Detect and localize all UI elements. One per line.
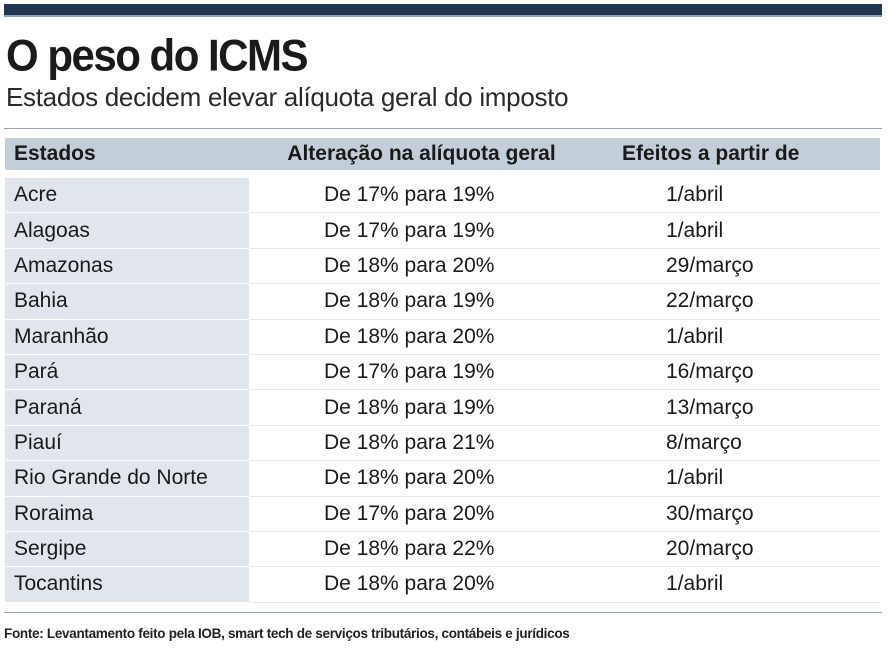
table-cell: Pará: [5, 354, 249, 391]
table-cell: 29/março: [594, 248, 880, 285]
table-cell: Paraná: [5, 389, 249, 426]
table-row: Bahia De 18% para 19% 22/março: [5, 283, 880, 320]
table-cell: Bahia: [5, 283, 249, 320]
table-row: Roraima De 17% para 20% 30/março: [5, 496, 880, 532]
spacer-cell: [249, 170, 594, 178]
source-note: Fonte: Levantamento feito pela IOB, smar…: [4, 626, 570, 641]
table-cell: 1/abril: [594, 319, 880, 355]
table-cell: De 18% para 19%: [249, 389, 594, 426]
table-cell: De 18% para 20%: [249, 248, 594, 285]
table-cell: De 18% para 20%: [249, 566, 594, 603]
column-header: Efeitos a partir de: [594, 138, 880, 170]
table-row: Maranhão De 18% para 20% 1/abril: [5, 319, 880, 355]
table-row: Piauí De 18% para 21% 8/março: [5, 425, 880, 462]
rule: [4, 128, 882, 129]
table-cell: Sergipe: [5, 531, 249, 568]
table-cell: De 18% para 22%: [249, 531, 594, 568]
table-row: Pará De 17% para 19% 16/março: [5, 354, 880, 391]
table-cell: Acre: [5, 178, 249, 214]
table-row: Sergipe De 18% para 22% 20/março: [5, 531, 880, 568]
table-cell: Rio Grande do Norte: [5, 460, 249, 497]
table-cell: 16/março: [594, 354, 880, 391]
table-cell: Piauí: [5, 425, 249, 462]
title: O peso do ICMS: [6, 30, 309, 81]
spacer-cell: [5, 170, 249, 178]
column-header: Alteração na alíquota geral: [249, 138, 594, 170]
top-bar: [4, 4, 882, 17]
table-cell: De 17% para 19%: [249, 212, 594, 249]
table-cell: De 17% para 20%: [249, 496, 594, 532]
table-row: Alagoas De 17% para 19% 1/abril: [5, 212, 880, 249]
table-cell: Tocantins: [5, 566, 249, 603]
table-cell: De 17% para 19%: [249, 354, 594, 391]
table-cell: 13/março: [594, 389, 880, 426]
table-cell: De 18% para 20%: [249, 319, 594, 355]
table-row: Acre De 17% para 19% 1/abril: [5, 178, 880, 214]
table-cell: Roraima: [5, 496, 249, 532]
table-cell: Amazonas: [5, 248, 249, 285]
table-cell: 1/abril: [594, 212, 880, 249]
table-cell: De 18% para 21%: [249, 425, 594, 462]
table-row: Amazonas De 18% para 20% 29/março: [5, 248, 880, 285]
table-body: Acre De 17% para 19% 1/abril Alagoas De 17% …: [5, 170, 880, 603]
spacer: [5, 170, 880, 178]
table-cell: Alagoas: [5, 212, 249, 249]
column-header: Estados: [5, 138, 249, 170]
table-cell: 30/março: [594, 496, 880, 532]
table-cell: De 18% para 19%: [249, 283, 594, 320]
table-row: Paraná De 18% para 19% 13/março: [5, 389, 880, 426]
table-cell: Maranhão: [5, 319, 249, 355]
table-row: Rio Grande do Norte De 18% para 20% 1/abri…: [5, 460, 880, 497]
table-cell: 1/abril: [594, 460, 880, 497]
spacer-cell: [594, 170, 880, 178]
table-row: Tocantins De 18% para 20% 1/abril: [5, 566, 880, 603]
table-cell: 22/março: [594, 283, 880, 320]
table-cell: 1/abril: [594, 566, 880, 603]
table-cell: De 18% para 20%: [249, 460, 594, 497]
table-cell: 1/abril: [594, 178, 880, 214]
table: Estados Alteração na alíquota geral Efeito…: [5, 138, 880, 603]
header-row: Estados Alteração na alíquota geral Efeito…: [5, 138, 880, 170]
rule: [4, 612, 882, 613]
table-cell: De 17% para 19%: [249, 178, 594, 214]
table-cell: 8/março: [594, 425, 880, 462]
subtitle: Estados decidem elevar alíquota geral do…: [6, 82, 569, 112]
table-cell: 20/março: [594, 531, 880, 568]
